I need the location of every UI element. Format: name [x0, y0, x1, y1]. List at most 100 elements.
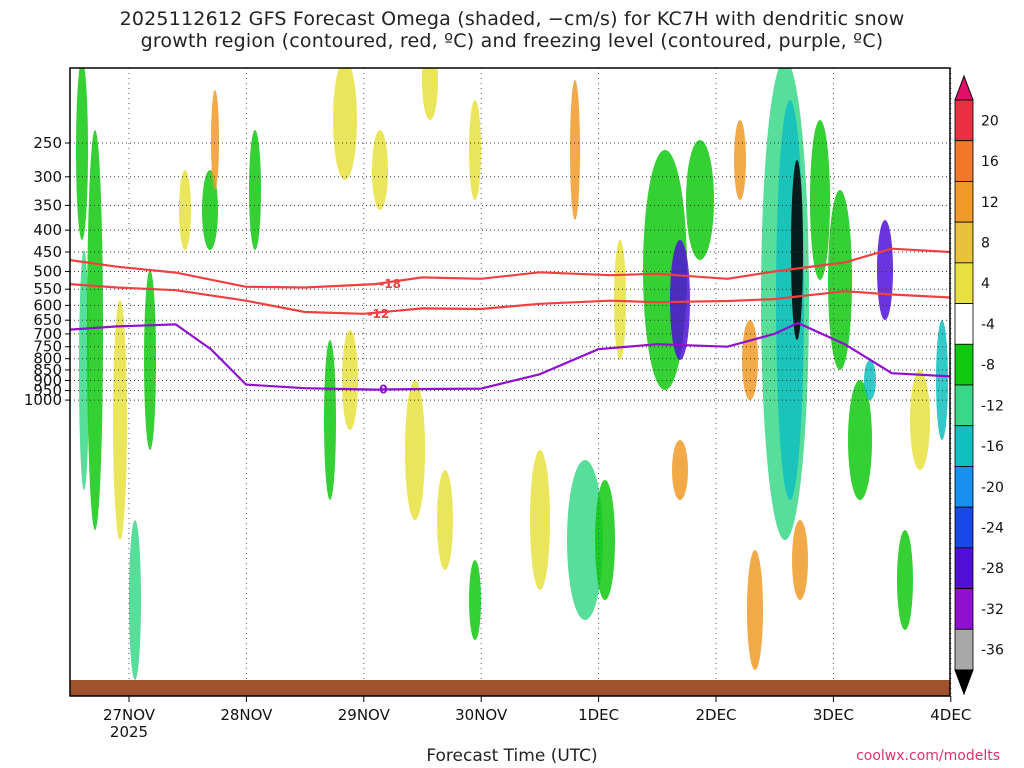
omega-blob [864, 360, 876, 400]
y-tick-label: 450 [33, 243, 62, 261]
colorbar-tick-label: -28 [981, 561, 1004, 577]
colorbar-tick-label: -36 [981, 643, 1004, 659]
colorbar-tick-label: 12 [981, 195, 999, 211]
colorbar-bottom-arrow [954, 669, 974, 696]
x-tick-label: 27NOV [103, 706, 156, 724]
colorbar-swatch [954, 628, 974, 671]
omega-blob [595, 480, 615, 600]
colorbar-tick-label: -16 [981, 439, 1004, 455]
surface-band [70, 680, 950, 696]
colorbar-tick-label: 16 [981, 154, 999, 170]
y-axis: 2503003504004505005506006507007508008509… [24, 134, 70, 409]
plot-frame [69, 67, 951, 697]
omega-blob [79, 250, 89, 490]
omega-shading [76, 68, 948, 680]
omega-blob [76, 68, 88, 240]
omega-blob [437, 470, 453, 570]
y-tick-label: 500 [33, 263, 62, 281]
colorbar-tick-label: -24 [981, 521, 1004, 537]
y-tick-label: 600 [33, 296, 62, 314]
dgz-contour [70, 283, 950, 315]
x-tick-label: 4DEC [930, 706, 971, 724]
y-tick-label: 650 [33, 311, 62, 329]
y-tick-label: 700 [33, 325, 62, 343]
omega-blob [897, 530, 913, 630]
y-tick-label: 750 [33, 338, 62, 356]
y-tick-label: 550 [33, 280, 62, 298]
omega-blob [422, 68, 438, 120]
y-tick-label: 950 [33, 382, 62, 400]
chart-subtitle: growth region (contoured, red, ºC) and f… [140, 30, 884, 52]
y-tick-label: 1000 [24, 391, 62, 409]
omega-blob [530, 450, 550, 590]
colorbar-swatch [954, 384, 974, 427]
colorbar-swatch [954, 221, 974, 264]
dgz-contour-label: -18 [379, 277, 401, 291]
omega-blob [792, 520, 808, 600]
omega-blob [936, 320, 948, 440]
omega-blob [333, 68, 357, 180]
omega-blob [742, 320, 758, 400]
colorbar-swatch [954, 140, 974, 182]
omega-blob [747, 550, 763, 670]
colorbar-swatch [954, 425, 974, 467]
omega-blob [670, 240, 690, 360]
omega-blob [144, 270, 156, 450]
freezing-level-contour [70, 321, 950, 391]
colorbar-tick-label: -32 [981, 602, 1004, 618]
colorbar: 20 16 12 8 4 -4 -8 -12 -16 -20 -24 -28 -32 -36 [954, 74, 1004, 696]
omega-blob [791, 160, 803, 340]
y-tick-label: 900 [33, 372, 62, 390]
omega-blob [672, 440, 688, 500]
x-tick-sublabel: 2025 [110, 723, 148, 741]
chart-title: 2025112612 GFS Forecast Omega (shaded, −… [119, 8, 905, 30]
colorbar-swatch [954, 343, 974, 386]
colorbar-tick-label: 4 [981, 276, 990, 292]
colorbar-swatch [954, 99, 974, 142]
colorbar-tick-label: -20 [981, 480, 1004, 496]
omega-blob [570, 80, 580, 220]
omega-blob [469, 100, 481, 200]
colorbar-top-arrow [954, 74, 974, 101]
omega-blob [249, 130, 261, 250]
x-axis-title: Forecast Time (UTC) [426, 746, 598, 766]
x-tick-label: 29NOV [338, 706, 391, 724]
freezing-level-contour-label: 0 [379, 383, 387, 397]
temperature-contours: -18 -12 0 [70, 247, 950, 397]
dgz-contour-label: -12 [368, 307, 390, 321]
colorbar-swatch [954, 466, 974, 508]
omega-blob [113, 300, 127, 540]
colorbar-tick-label: -8 [981, 358, 995, 374]
omega-blob [910, 370, 930, 470]
y-tick-label: 350 [33, 196, 62, 214]
omega-blob [372, 130, 388, 210]
omega-blob [810, 120, 830, 280]
omega-blob [848, 380, 872, 500]
y-tick-label: 300 [33, 168, 62, 186]
colorbar-swatch [954, 547, 974, 589]
colorbar-swatch [954, 181, 974, 223]
surface-terrain [70, 680, 950, 696]
x-tick-label: 28NOV [220, 706, 273, 724]
dgz-contour [70, 247, 950, 289]
x-tick-label: 2DEC [695, 706, 736, 724]
colorbar-swatch [954, 506, 974, 549]
omega-blob [828, 190, 852, 370]
omega-blob [324, 340, 336, 500]
omega-blob [567, 460, 603, 620]
y-tick-label: 250 [33, 134, 62, 152]
x-tick-label: 30NOV [455, 706, 508, 724]
omega-blob [469, 560, 481, 640]
omega-blob [179, 170, 191, 250]
colorbar-tick-label: 8 [981, 236, 990, 252]
y-tick-label: 400 [33, 221, 62, 239]
omega-blob [686, 140, 714, 260]
omega-blob [405, 380, 425, 520]
colorbar-swatch [954, 262, 974, 304]
x-tick-label: 1DEC [578, 706, 619, 724]
x-tick-label: 3DEC [813, 706, 854, 724]
colorbar-swatch [954, 303, 974, 345]
omega-blob [211, 90, 219, 190]
y-tick-label: 800 [33, 350, 62, 368]
colorbar-tick-label: -12 [981, 398, 1004, 414]
